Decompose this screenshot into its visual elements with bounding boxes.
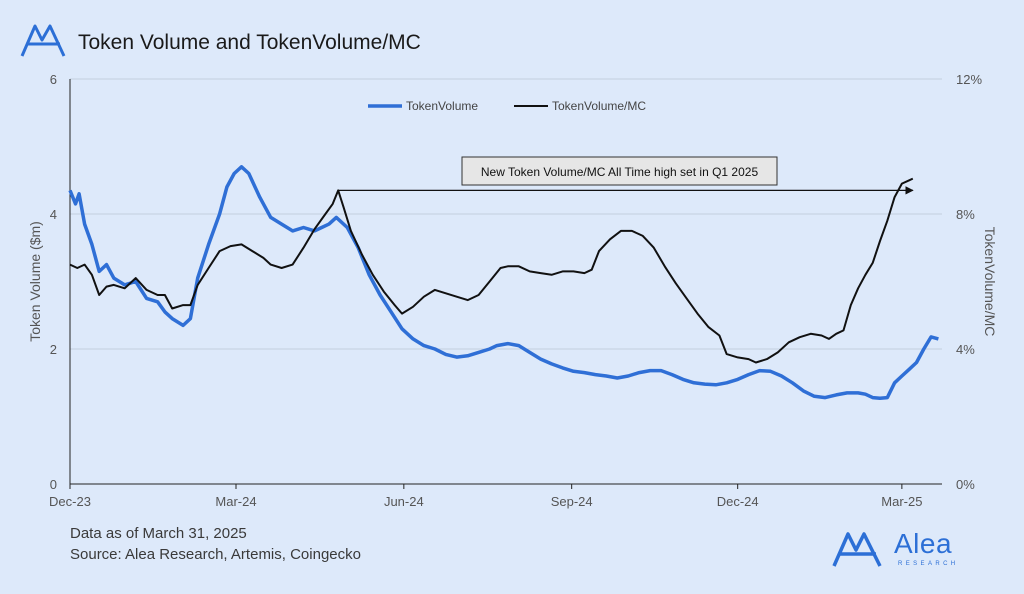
chart-title: Token Volume and TokenVolume/MC bbox=[78, 31, 421, 54]
y-left-tick-label: 6 bbox=[50, 72, 57, 87]
x-tick-label: Mar-25 bbox=[881, 494, 922, 509]
alea-brand-logo-icon bbox=[832, 532, 882, 567]
annotation-text: New Token Volume/MC All Time high set in… bbox=[481, 165, 759, 179]
y-right-tick-label: 12% bbox=[956, 72, 982, 87]
legend-label: TokenVolume/MC bbox=[552, 99, 646, 113]
y-left-axis-title: Token Volume ($m) bbox=[27, 221, 43, 342]
y-right-tick-label: 8% bbox=[956, 207, 975, 222]
legend-label: TokenVolume bbox=[406, 99, 478, 113]
series-line-tokenvolume bbox=[68, 165, 939, 401]
y-left-tick-label: 0 bbox=[50, 477, 57, 492]
x-tick-label: Mar-24 bbox=[215, 494, 256, 509]
data-date-note: Data as of March 31, 2025 bbox=[70, 525, 247, 542]
x-tick-label: Jun-24 bbox=[384, 494, 424, 509]
x-tick-label: Dec-24 bbox=[717, 494, 759, 509]
brand-subtitle: RESEARCH bbox=[898, 561, 959, 567]
annotation-box bbox=[461, 156, 778, 186]
y-left-tick-label: 4 bbox=[50, 207, 57, 222]
y-right-tick-label: 4% bbox=[956, 342, 975, 357]
x-tick-label: Dec-23 bbox=[49, 494, 91, 509]
brand-name: Alea bbox=[894, 528, 953, 559]
x-tick-label: Sep-24 bbox=[551, 494, 593, 509]
y-right-axis-title: TokenVolume/MC bbox=[982, 227, 998, 337]
y-right-tick-label: 0% bbox=[956, 477, 975, 492]
series-line-tokenvolume-mc bbox=[69, 177, 914, 364]
alea-logo-icon bbox=[20, 24, 66, 57]
source-note: Source: Alea Research, Artemis, Coingeck… bbox=[70, 546, 361, 563]
y-left-tick-label: 2 bbox=[50, 342, 57, 357]
